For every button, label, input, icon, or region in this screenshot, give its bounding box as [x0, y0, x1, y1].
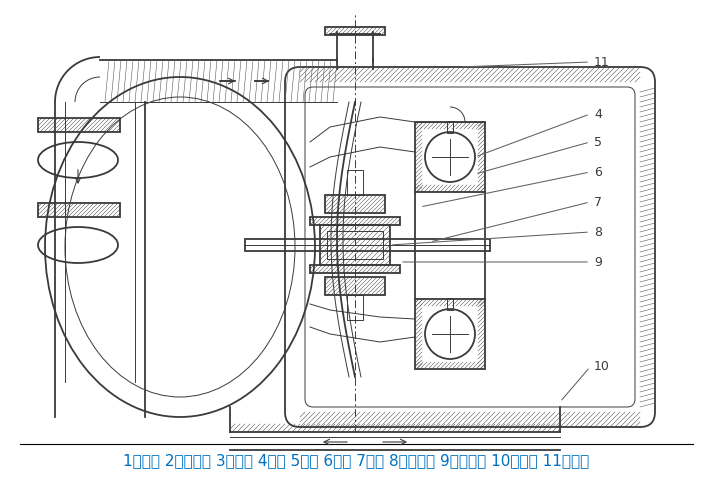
Text: 1进气口 2配气阀体 3配气阀 4圆球 5球座 6隔膜 7连杆 8连杆铜套 9中间支架 10泵进口 11排气口: 1进气口 2配气阀体 3配气阀 4圆球 5球座 6隔膜 7连杆 8连杆铜套 9中… [123, 453, 589, 468]
Bar [347, 295, 363, 320]
Text: 5: 5 [594, 135, 602, 148]
Text: 9: 9 [594, 255, 602, 268]
Bar [325, 27, 385, 35]
Text: 4: 4 [594, 107, 602, 120]
Bar [325, 277, 385, 295]
Bar [38, 118, 120, 132]
Text: 11: 11 [594, 55, 610, 68]
Bar [447, 298, 453, 310]
Text: 8: 8 [594, 226, 602, 239]
Bar [325, 195, 385, 213]
Bar [347, 170, 363, 195]
Bar [447, 121, 453, 133]
Bar [310, 217, 400, 225]
Bar [415, 122, 485, 192]
Bar [310, 265, 400, 273]
Bar [415, 299, 485, 369]
Bar [245, 239, 490, 251]
Bar [320, 225, 390, 265]
Text: 6: 6 [594, 165, 602, 178]
Text: 10: 10 [594, 361, 610, 374]
Text: 7: 7 [594, 196, 602, 209]
Bar [327, 231, 383, 259]
Bar [38, 203, 120, 217]
